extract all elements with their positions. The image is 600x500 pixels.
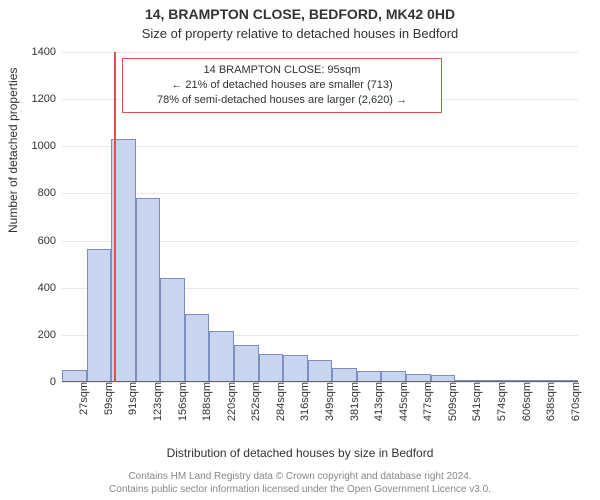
x-tick-label: 541sqm — [471, 382, 483, 421]
y-tick-label: 200 — [38, 329, 62, 341]
annotation-box: 14 BRAMPTON CLOSE: 95sqm← 21% of detache… — [122, 58, 442, 113]
x-tick-label: 284sqm — [275, 382, 287, 421]
annotation-line: 14 BRAMPTON CLOSE: 95sqm — [131, 63, 433, 78]
histogram-bar — [234, 345, 259, 382]
x-tick-label: 574sqm — [496, 382, 508, 421]
gridline — [62, 193, 578, 194]
histogram-bar — [209, 331, 234, 382]
x-tick-label: 123sqm — [152, 382, 164, 421]
x-tick-label: 638sqm — [545, 382, 557, 421]
footer-line-2: Contains public sector information licen… — [0, 484, 600, 497]
y-tick-label: 1400 — [32, 46, 62, 58]
y-axis-label: Number of detached properties — [6, 68, 20, 233]
y-tick-label: 400 — [38, 282, 62, 294]
histogram-bar — [87, 249, 112, 382]
histogram-bar — [332, 368, 357, 382]
y-tick-label: 0 — [50, 376, 62, 388]
property-marker-line — [114, 52, 116, 382]
gridline — [62, 52, 578, 53]
page-title: 14, BRAMPTON CLOSE, BEDFORD, MK42 0HD — [0, 6, 600, 22]
y-tick-label: 1000 — [32, 140, 62, 152]
gridline — [62, 146, 578, 147]
histogram-bar — [185, 314, 210, 382]
x-tick-label: 445sqm — [398, 382, 410, 421]
histogram-bar — [308, 360, 333, 382]
x-tick-label: 477sqm — [422, 382, 434, 421]
histogram-bar — [160, 278, 185, 382]
x-tick-label: 156sqm — [177, 382, 189, 421]
chart-area: 020040060080010001200140027sqm59sqm91sqm… — [62, 52, 578, 382]
x-tick-label: 59sqm — [103, 382, 115, 415]
x-tick-label: 381sqm — [349, 382, 361, 421]
x-tick-label: 188sqm — [201, 382, 213, 421]
histogram-bar — [283, 355, 308, 382]
x-axis-line — [62, 381, 578, 382]
annotation-line: ← 21% of detached houses are smaller (71… — [131, 78, 433, 93]
histogram-bar — [136, 198, 161, 382]
footer-attribution: Contains HM Land Registry data © Crown c… — [0, 471, 600, 496]
x-tick-label: 509sqm — [447, 382, 459, 421]
histogram-bar — [259, 354, 284, 382]
x-tick-label: 27sqm — [78, 382, 90, 415]
x-tick-label: 349sqm — [324, 382, 336, 421]
y-tick-label: 1200 — [32, 93, 62, 105]
x-tick-label: 252sqm — [250, 382, 262, 421]
y-tick-label: 800 — [38, 187, 62, 199]
y-tick-label: 600 — [38, 235, 62, 247]
x-tick-label: 606sqm — [521, 382, 533, 421]
x-axis-label: Distribution of detached houses by size … — [0, 446, 600, 460]
x-tick-label: 670sqm — [570, 382, 582, 421]
footer-line-1: Contains HM Land Registry data © Crown c… — [0, 471, 600, 484]
x-tick-label: 413sqm — [373, 382, 385, 421]
x-tick-label: 91sqm — [127, 382, 139, 415]
x-tick-label: 316sqm — [299, 382, 311, 421]
page-subtitle: Size of property relative to detached ho… — [0, 26, 600, 41]
x-tick-label: 220sqm — [226, 382, 238, 421]
annotation-line: 78% of semi-detached houses are larger (… — [131, 93, 433, 108]
